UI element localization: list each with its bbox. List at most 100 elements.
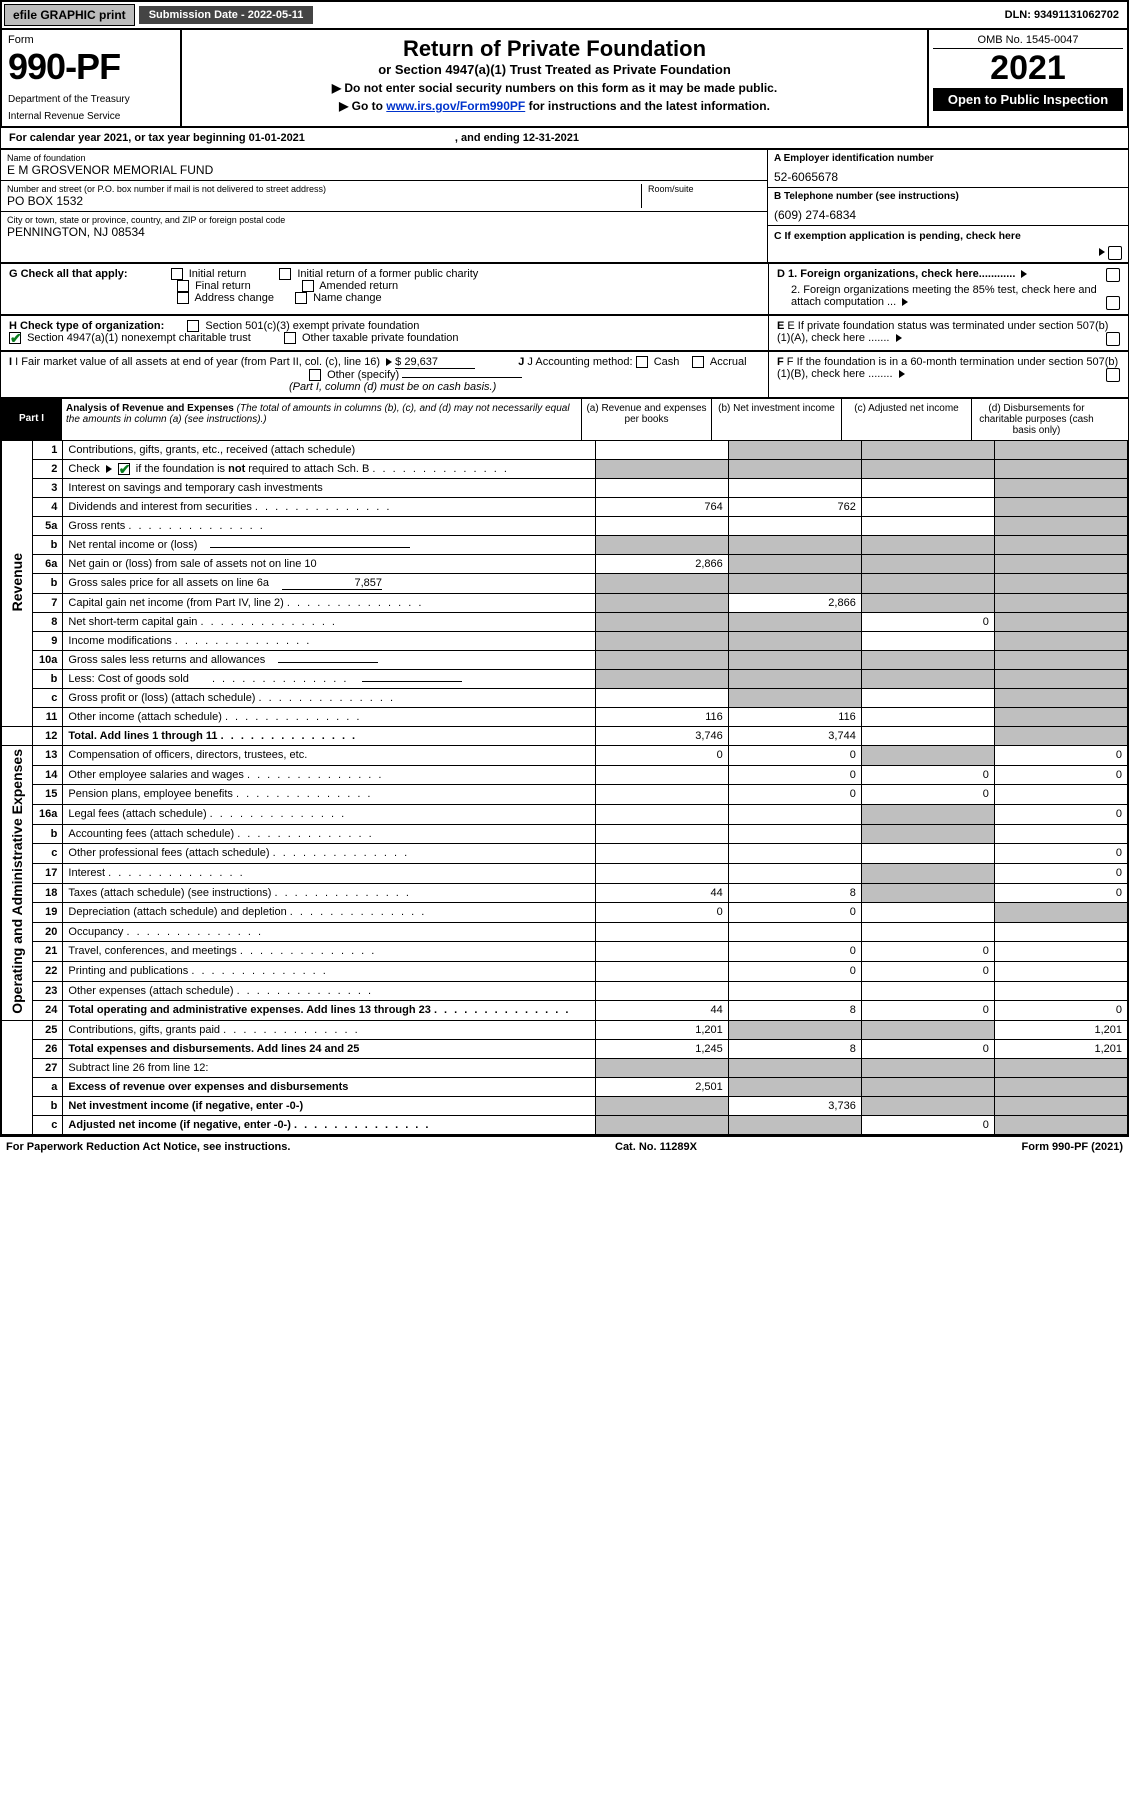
- c-checkbox[interactable]: [1108, 246, 1122, 260]
- g-amended: Amended return: [319, 280, 398, 292]
- h-501c3-checkbox[interactable]: [187, 320, 199, 332]
- line-desc: Less: Cost of goods sold: [63, 670, 595, 689]
- d2-label: 2. Foreign organizations meeting the 85%…: [791, 284, 1097, 308]
- h-block: H Check type of organization: Section 50…: [1, 316, 768, 350]
- table-row: bGross sales price for all assets on lin…: [2, 574, 1128, 594]
- room-label: Room/suite: [648, 184, 761, 194]
- ssn-warning: ▶ Do not enter social security numbers o…: [188, 81, 921, 95]
- amt-a: 764: [595, 498, 728, 517]
- table-row: bNet rental income or (loss): [2, 536, 1128, 555]
- amt-b: 3,744: [728, 727, 861, 746]
- amt-c: 0: [861, 785, 994, 805]
- amt-b: 8: [728, 1039, 861, 1058]
- g-name-checkbox[interactable]: [295, 292, 307, 304]
- line-num: 8: [32, 613, 63, 632]
- line-desc: Legal fees (attach schedule): [63, 805, 595, 825]
- arrow-icon: [902, 298, 908, 306]
- line-num: b: [32, 824, 63, 844]
- h-501c3: Section 501(c)(3) exempt private foundat…: [205, 320, 419, 332]
- h-other-checkbox[interactable]: [284, 332, 296, 344]
- calendar-year-row: For calendar year 2021, or tax year begi…: [0, 128, 1129, 149]
- h-4947: Section 4947(a)(1) nonexempt charitable …: [27, 332, 251, 344]
- line-num: 7: [32, 594, 63, 613]
- ein-cell: A Employer identification number 52-6065…: [768, 149, 1128, 187]
- amt-a: 44: [595, 1001, 728, 1021]
- inline-amt: 7,857: [282, 577, 382, 590]
- g-initial-checkbox[interactable]: [171, 268, 183, 280]
- arrow-icon: [386, 358, 392, 366]
- table-row: cAdjusted net income (if negative, enter…: [2, 1115, 1128, 1134]
- amt-d: 0: [994, 765, 1127, 785]
- goto-note: ▶ Go to www.irs.gov/Form990PF for instru…: [188, 99, 921, 113]
- line-num: 26: [32, 1039, 63, 1058]
- j-cash-checkbox[interactable]: [636, 356, 648, 368]
- line-num: 17: [32, 863, 63, 883]
- irs-link[interactable]: www.irs.gov/Form990PF: [386, 99, 525, 113]
- table-row: aExcess of revenue over expenses and dis…: [2, 1077, 1128, 1096]
- d1-checkbox[interactable]: [1106, 268, 1120, 282]
- g-d-row: G Check all that apply: Initial return I…: [0, 263, 1129, 315]
- addr-value: PO BOX 1532: [7, 194, 641, 208]
- g-final-checkbox[interactable]: [177, 280, 189, 292]
- h-4947-checkbox[interactable]: [9, 332, 21, 344]
- line-num: 20: [32, 922, 63, 942]
- tax-year: 2021: [933, 49, 1123, 88]
- table-row: 4Dividends and interest from securities …: [2, 498, 1128, 517]
- line-num: c: [32, 844, 63, 864]
- line-desc: Income modifications: [63, 632, 595, 651]
- e-label: E If private foundation status was termi…: [777, 320, 1108, 344]
- table-row: 5aGross rents: [2, 517, 1128, 536]
- d2-checkbox[interactable]: [1106, 296, 1120, 310]
- j-accrual-checkbox[interactable]: [692, 356, 704, 368]
- d1-label: D 1. Foreign organizations, check here..…: [777, 268, 1015, 280]
- amt-b: 116: [728, 708, 861, 727]
- amt-b: 0: [728, 765, 861, 785]
- line-num: 6a: [32, 555, 63, 574]
- e-checkbox[interactable]: [1106, 332, 1120, 346]
- amt-d: 0: [994, 844, 1127, 864]
- addr-label: Number and street (or P.O. box number if…: [7, 184, 641, 194]
- cal-begin: For calendar year 2021, or tax year begi…: [9, 132, 305, 144]
- amt-d: 1,201: [994, 1020, 1127, 1039]
- header-center: Return of Private Foundation or Section …: [182, 30, 927, 126]
- f-checkbox[interactable]: [1106, 368, 1120, 382]
- table-row: bNet investment income (if negative, ent…: [2, 1096, 1128, 1115]
- efile-print-button[interactable]: efile GRAPHIC print: [4, 4, 135, 26]
- line-desc: Check if the foundation is not required …: [63, 460, 595, 479]
- form-header: Form 990-PF Department of the Treasury I…: [0, 30, 1129, 128]
- amt-d: 0: [994, 746, 1127, 766]
- line-num: 4: [32, 498, 63, 517]
- g-prefix: G Check all that apply:: [9, 268, 128, 280]
- table-row: 16aLegal fees (attach schedule) 0: [2, 805, 1128, 825]
- table-row: 2 Check if the foundation is not require…: [2, 460, 1128, 479]
- dept-treasury: Department of the Treasury: [8, 94, 174, 105]
- line-num: 16a: [32, 805, 63, 825]
- g-block: G Check all that apply: Initial return I…: [1, 264, 768, 314]
- g-amended-checkbox[interactable]: [302, 280, 314, 292]
- f-block: F F If the foundation is in a 60-month t…: [768, 352, 1128, 397]
- g-initial-former: Initial return of a former public charit…: [297, 268, 478, 280]
- city-label: City or town, state or province, country…: [7, 215, 761, 225]
- j-other-checkbox[interactable]: [309, 369, 321, 381]
- g-address-checkbox[interactable]: [177, 292, 189, 304]
- g-initial-former-checkbox[interactable]: [279, 268, 291, 280]
- col-b-head: (b) Net investment income: [711, 399, 841, 440]
- line-desc: Occupancy: [63, 922, 595, 942]
- ein-label: A Employer identification number: [774, 153, 1122, 164]
- g-final: Final return: [195, 280, 251, 292]
- j-other: Other (specify): [327, 369, 399, 381]
- table-row: 9Income modifications: [2, 632, 1128, 651]
- d-block: D 1. Foreign organizations, check here..…: [768, 264, 1128, 314]
- g-initial: Initial return: [189, 268, 246, 280]
- e-block: E E If private foundation status was ter…: [768, 316, 1128, 350]
- amt-b: 8: [728, 883, 861, 903]
- dln-label: DLN: 93491131062702: [997, 6, 1127, 24]
- schb-checkbox[interactable]: [118, 463, 130, 475]
- table-row: 12Total. Add lines 1 through 11 3,7463,7…: [2, 727, 1128, 746]
- name-cell: Name of foundation E M GROSVENOR MEMORIA…: [1, 149, 767, 180]
- line-desc: Contributions, gifts, grants, etc., rece…: [63, 441, 595, 460]
- amt-b: 3,736: [728, 1096, 861, 1115]
- amt-c: 0: [861, 962, 994, 982]
- omb-number: OMB No. 1545-0047: [933, 34, 1123, 49]
- amt-a: 2,866: [595, 555, 728, 574]
